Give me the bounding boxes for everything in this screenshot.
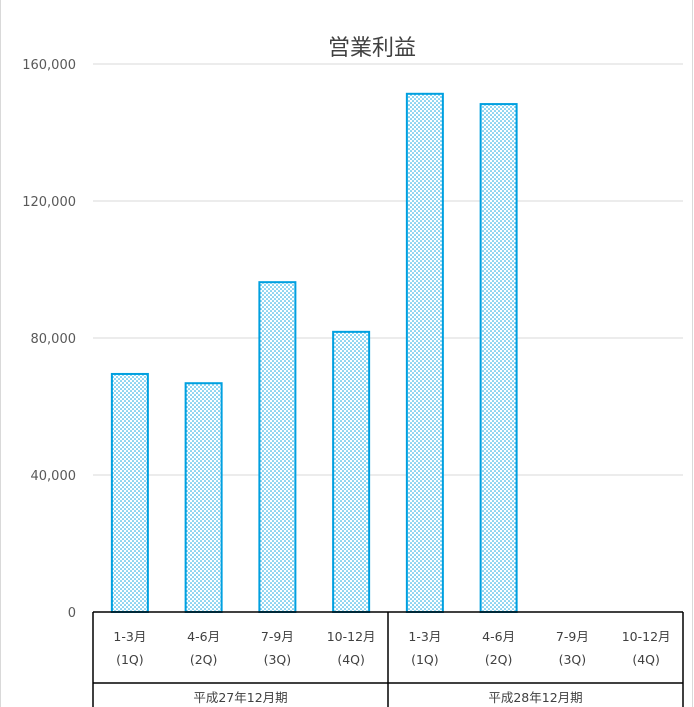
y-tick-label: 40,000 [31, 469, 77, 484]
x-tick-quarter-label: (2Q) [190, 652, 218, 667]
x-group-label: 平成27年12月期 [193, 690, 287, 705]
x-tick-period-label: 4-6月 [187, 629, 220, 644]
x-tick-period-label: 4-6月 [482, 629, 515, 644]
x-tick-period-label: 10-12月 [622, 629, 671, 644]
bar [184, 382, 223, 613]
x-tick-period-label: 10-12月 [327, 629, 376, 644]
x-tick-quarter-label: (2Q) [485, 652, 513, 667]
y-tick-label: 80,000 [31, 332, 77, 347]
bar [479, 103, 518, 613]
chart-title: 営業利益 [328, 36, 416, 61]
y-tick-label: 120,000 [22, 195, 76, 210]
bar [258, 281, 297, 613]
x-tick-quarter-label: (4Q) [632, 652, 660, 667]
x-tick-quarter-label: (3Q) [264, 652, 292, 667]
x-tick-period-label: 1-3月 [113, 629, 146, 644]
y-tick-label: 0 [68, 606, 76, 621]
x-tick-period-label: 1-3月 [408, 629, 441, 644]
x-tick-quarter-label: (1Q) [116, 652, 144, 667]
bar [332, 330, 371, 613]
y-tick-label: 160,000 [22, 58, 76, 73]
x-tick-quarter-label: (3Q) [559, 652, 587, 667]
x-tick-period-label: 7-9月 [261, 629, 294, 644]
x-tick-period-label: 7-9月 [556, 629, 589, 644]
x-tick-quarter-label: (1Q) [411, 652, 439, 667]
x-tick-quarter-label: (4Q) [337, 652, 365, 667]
x-group-label: 平成28年12月期 [488, 690, 582, 705]
bar [110, 372, 149, 613]
bar [405, 92, 444, 614]
